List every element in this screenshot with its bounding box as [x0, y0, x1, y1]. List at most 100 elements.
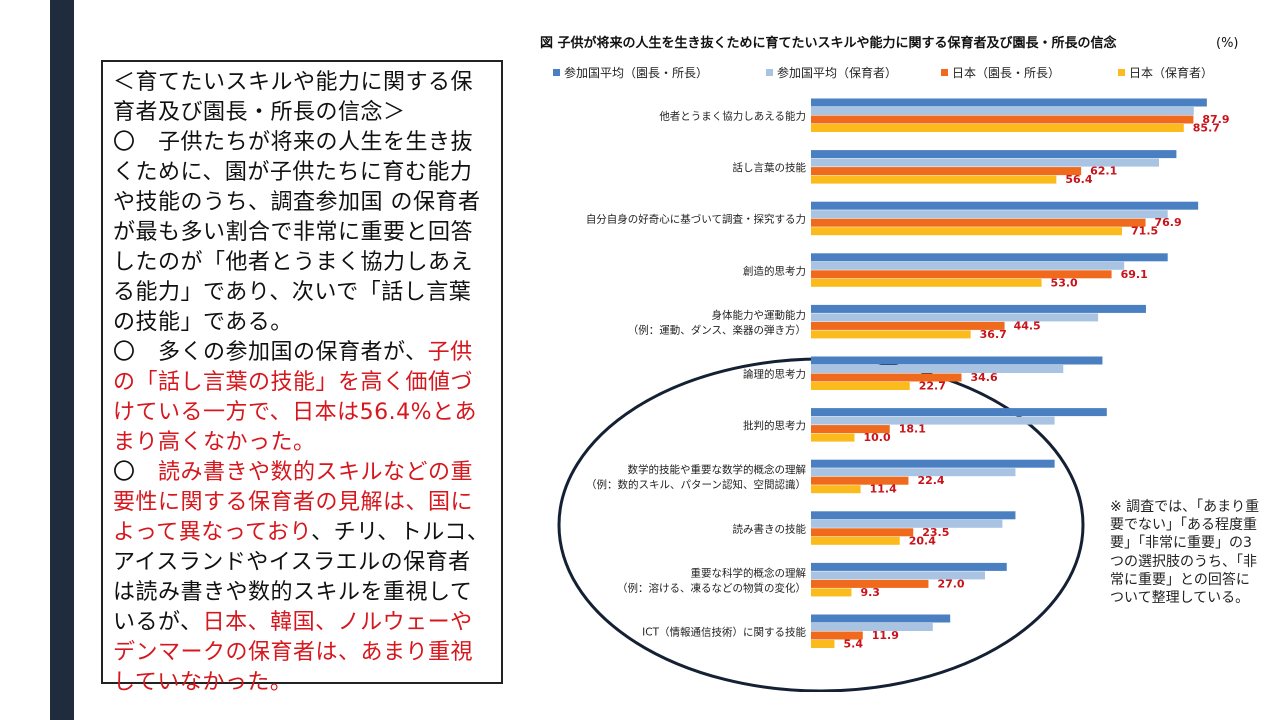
- bar-3-0: [811, 253, 1168, 262]
- value-label-0-2: 87.9: [1202, 113, 1229, 126]
- legend-swatch-0: [553, 69, 560, 76]
- category-label-5-0: 論理的思考力: [743, 368, 806, 381]
- chart-legend: 参加国平均（園長・所長） 参加国平均（保育者） 日本（園長・所長） 日本（保育者）: [553, 65, 1213, 80]
- category-label-10-0: ICT（情報通信技術）に関する技能: [642, 626, 806, 639]
- bar-6-0: [811, 408, 1107, 417]
- bar-7-0: [811, 459, 1055, 468]
- bar-0-0: [811, 98, 1207, 107]
- chart-title-unit: (%): [1216, 36, 1239, 51]
- bar-10-3: [811, 640, 835, 648]
- value-label-4-2: 44.5: [1014, 319, 1041, 332]
- value-label-1-2: 62.1: [1090, 165, 1117, 178]
- bar-9-2: [811, 579, 929, 588]
- category-labels: 他者とうまく協力しあえる能力話し言葉の技能自分自身の好奇心に基づいて調査・探究す…: [586, 110, 807, 639]
- survey-note: ※ 調査では、「あまり重要でない」「ある程度重要」「非常に重要」の3つの選択肢の…: [1110, 499, 1260, 607]
- value-label-3-2: 69.1: [1121, 268, 1148, 281]
- bar-5-2: [811, 373, 962, 382]
- paragraph-3-middle: 、チリ、トルコ、アイスランドやイスラエルの保育者は読み書きや数的スキルを重視して…: [113, 520, 490, 635]
- bar-0-2: [811, 115, 1194, 124]
- category-label-4-1: （例：運動、ダンス、楽器の弾き方）: [628, 323, 806, 336]
- legend-label-1: 参加国平均（保育者）: [777, 65, 897, 80]
- bar-9-3: [811, 588, 852, 597]
- category-label-7-0: 数学的技能や重要な数学的概念の理解: [628, 463, 807, 476]
- category-label-8-0: 読み書きの技能: [733, 522, 807, 535]
- legend-label-3: 日本（保育者）: [1129, 65, 1213, 80]
- value-label-8-3: 20.4: [909, 534, 936, 547]
- summary-heading: ＜育てたいスキルや能力に関する保育者及び園長・所長の信念＞: [113, 70, 474, 125]
- value-label-7-2: 22.4: [917, 474, 944, 487]
- bar-8-2: [811, 528, 914, 537]
- bar-5-1: [811, 365, 1064, 373]
- bar-4-0: [811, 304, 1146, 313]
- bar-7-2: [811, 476, 909, 485]
- category-label-2-0: 自分自身の好奇心に基づいて調査・探究する力: [586, 213, 806, 226]
- left-accent-bar: [50, 0, 74, 720]
- bar-9-0: [811, 562, 1007, 571]
- bars: [811, 98, 1207, 648]
- legend-label-0: 参加国平均（園長・所長）: [564, 65, 708, 80]
- summary-paragraph-2: 〇 多くの参加国の保育者が、子供の「話し言葉の技能」を高く価値づけている一方で、…: [113, 338, 491, 458]
- value-label-5-2: 34.6: [971, 371, 998, 384]
- bar-2-0: [811, 201, 1199, 210]
- summary-text-box: ＜育てたいスキルや能力に関する保育者及び園長・所長の信念＞ 〇 子供たちが将来の…: [101, 60, 503, 695]
- bar-3-2: [811, 270, 1112, 279]
- legend-swatch-2: [941, 69, 948, 76]
- paragraph-3-highlight-2: 日本、韓国、ノルウェーやデンマークの保育者は、あまり重視していなかった。: [113, 610, 474, 695]
- legend-label-2: 日本（園長・所長）: [952, 66, 1060, 80]
- value-label-10-2: 11.9: [872, 629, 899, 642]
- value-label-7-3: 11.4: [870, 483, 897, 496]
- value-label-5-3: 22.7: [919, 380, 946, 393]
- category-label-3-0: 創造的思考力: [743, 264, 806, 277]
- skills-beliefs-bar-chart: 図 子供が将来の人生を生き抜くために育てたいスキルや能力に関する保育者及び園長・…: [540, 35, 1239, 692]
- bar-2-2: [811, 218, 1146, 227]
- paragraph-3-lead: 〇: [113, 460, 159, 485]
- bar-9-1: [811, 571, 985, 580]
- bar-8-1: [811, 519, 1003, 528]
- legend-swatch-3: [1118, 69, 1125, 76]
- category-label-9-1: （例：溶ける、凍るなどの物質の変化）: [617, 581, 806, 594]
- bar-6-1: [811, 416, 1055, 425]
- bar-8-3: [811, 536, 900, 545]
- paragraph-2-highlight: 子供の「話し言葉の技能」を高く価値づけている一方で、日本は56.4%とあまり高く…: [113, 340, 478, 455]
- bar-6-2: [811, 425, 890, 434]
- bar-2-3: [811, 227, 1123, 236]
- bar-7-3: [811, 485, 861, 494]
- bar-1-1: [811, 158, 1159, 167]
- category-label-7-1: （例：数的スキル、パターン認知、空間認識）: [586, 478, 806, 491]
- value-label-0-3: 85.7: [1193, 122, 1220, 135]
- bar-4-3: [811, 330, 971, 339]
- bar-0-3: [811, 124, 1184, 132]
- value-label-2-2: 76.9: [1155, 216, 1182, 229]
- value-label-6-2: 18.1: [899, 423, 926, 436]
- bar-10-2: [811, 631, 863, 640]
- bar-6-3: [811, 433, 855, 442]
- value-label-3-3: 53.0: [1051, 276, 1078, 289]
- chart-title-group: 図 子供が将来の人生を生き抜くために育てたいスキルや能力に関する保育者及び園長・…: [540, 35, 1239, 51]
- value-labels: 87.985.7 62.156.4 76.971.5 69.1 53.0 44.5 36.7…: [843, 113, 1229, 651]
- category-label-0-0: 他者とうまく協力しあえる能力: [659, 110, 806, 123]
- category-label-4-0: 身体能力や運動能力: [712, 308, 807, 321]
- bar-1-2: [811, 167, 1082, 176]
- bar-3-3: [811, 278, 1042, 287]
- bar-5-3: [811, 382, 910, 390]
- bar-1-3: [811, 175, 1057, 184]
- value-label-6-3: 10.0: [864, 431, 891, 444]
- value-label-8-2: 23.5: [922, 526, 949, 539]
- summary-paragraph-1: 〇 子供たちが将来の人生を生き抜くために、園が子供たちに育む能力や技能のうち、調…: [113, 130, 481, 335]
- value-label-4-3: 36.7: [980, 328, 1007, 341]
- bar-4-2: [811, 321, 1005, 330]
- value-label-1-3: 56.4: [1065, 173, 1092, 186]
- value-label-9-2: 27.0: [937, 577, 964, 590]
- category-label-6-0: 批判的思考力: [743, 419, 806, 432]
- chart-title: 図 子供が将来の人生を生き抜くために育てたいスキルや能力に関する保育者及び園長・…: [540, 35, 1117, 51]
- bar-2-1: [811, 210, 1168, 219]
- summary-paragraph-3: 〇 読み書きや数的スキルなどの重要性に関する保育者の見解は、国によって異なってお…: [113, 458, 491, 698]
- paragraph-2-lead: 〇 多くの参加国の保育者が、: [113, 340, 428, 365]
- bar-7-1: [811, 468, 1016, 477]
- bar-0-1: [811, 107, 1194, 115]
- bar-1-0: [811, 150, 1177, 159]
- bar-10-0: [811, 614, 951, 623]
- category-label-1-0: 話し言葉の技能: [733, 161, 807, 174]
- bar-10-1: [811, 623, 933, 631]
- value-label-10-3: 5.4: [843, 638, 863, 651]
